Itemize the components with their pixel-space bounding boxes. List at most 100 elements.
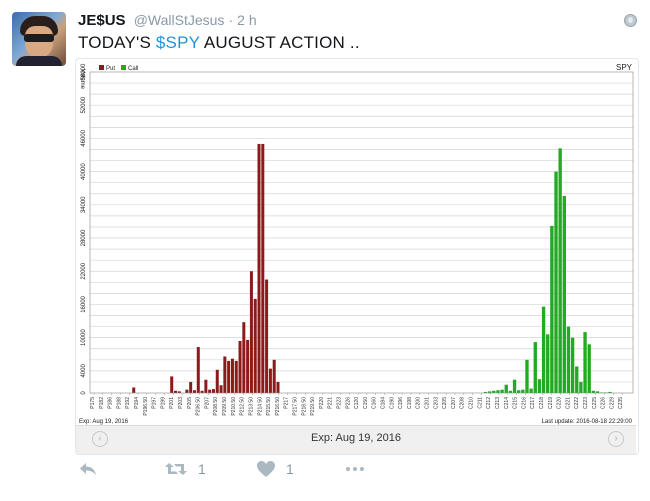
call-bar <box>591 390 596 393</box>
x-tick-label: P196.50 <box>143 397 149 416</box>
put-bar <box>192 390 196 393</box>
x-tick-label: P226 <box>345 397 351 409</box>
x-tick-label: P188 <box>116 397 122 409</box>
put-bar <box>211 389 215 393</box>
author-handle[interactable]: @WallStJesus <box>133 12 225 28</box>
call-bar <box>521 389 525 393</box>
x-tick-label: P201 <box>169 397 175 409</box>
x-tick-label: P213.50 <box>248 397 254 416</box>
x-tick-label: C212 <box>486 397 492 409</box>
put-bar <box>223 356 227 393</box>
avatar-face <box>25 26 53 58</box>
media-card[interactable]: 0 4000 10000 16000 22000 28000 34000 40000 46000… <box>75 58 639 455</box>
x-tick-label: P192 <box>125 397 131 409</box>
put-bar <box>238 340 242 393</box>
call-bar <box>587 344 591 393</box>
put-bar <box>268 368 272 393</box>
x-tick-label: P203 <box>178 397 184 409</box>
x-tick-label: P186 <box>108 397 114 409</box>
x-tick-label: C221 <box>565 397 571 409</box>
call-bar <box>525 359 529 393</box>
call-bar <box>508 390 513 393</box>
avatar-body <box>16 56 62 66</box>
like-button[interactable]: 1 <box>256 460 294 478</box>
put-bar <box>208 389 212 393</box>
expiry-navigation: ‹ Exp: Aug 19, 2016 › <box>76 425 636 454</box>
more-dots-icon <box>346 467 364 471</box>
globe-icon <box>624 14 637 27</box>
x-tick-label: C223 <box>583 397 589 409</box>
put-bar <box>249 271 253 393</box>
x-tick-label: C210 <box>469 397 475 409</box>
y-tick-label: 40000 <box>81 163 87 180</box>
retweet-button[interactable]: 1 <box>164 460 206 478</box>
put-bar <box>242 322 246 393</box>
x-tick-label: C225 <box>592 397 598 409</box>
plot-frame <box>89 71 634 394</box>
put-bar <box>257 143 261 393</box>
y-tick-label: 34000 <box>81 196 87 213</box>
x-tick-label: C201 <box>425 397 431 409</box>
y-tick-label: 10000 <box>81 329 87 346</box>
chevron-right-icon[interactable]: › <box>608 431 624 447</box>
put-bar <box>204 379 208 393</box>
x-tick-label: P223 <box>336 397 342 409</box>
call-bar <box>562 195 566 393</box>
like-count: 1 <box>286 461 294 477</box>
put-bar <box>234 360 238 393</box>
y-tick-label: 0 <box>81 391 87 395</box>
x-tick-label: C190 <box>389 397 395 409</box>
y-tick-label: 46000 <box>81 129 87 146</box>
x-tick-label: P210.50 <box>231 397 237 416</box>
x-tick-label: P197 <box>152 397 158 409</box>
call-bar <box>579 381 583 393</box>
x-tick-label: P217.50 <box>292 397 298 416</box>
call-bar <box>496 390 500 393</box>
x-tick-label: C203 <box>433 397 439 409</box>
x-tick-label: P205 <box>187 397 193 409</box>
x-tick-label: C205 <box>442 397 448 409</box>
x-tick-label: C200 <box>416 397 422 409</box>
put-bar <box>227 360 231 393</box>
put-bar <box>174 390 178 393</box>
author-avatar[interactable] <box>12 12 66 66</box>
chevron-left-icon[interactable]: ‹ <box>92 431 108 447</box>
heart-icon <box>257 461 275 477</box>
x-tick-label: C226 <box>601 397 607 409</box>
put-bar <box>230 358 234 393</box>
x-tick-label: P217 <box>284 397 290 409</box>
x-tick-label: C208 <box>460 397 466 409</box>
call-bar <box>483 391 488 393</box>
x-tick-label: P206.50 <box>196 397 202 416</box>
cashtag-link[interactable]: $SPY <box>155 33 200 52</box>
x-tick-label: C217 <box>530 397 536 409</box>
y-axis: 0 4000 10000 16000 22000 28000 34000 40000 46000… <box>81 63 87 395</box>
author-name[interactable]: JE$US <box>78 12 126 29</box>
expiry-label: Exp: Aug 19, 2016 <box>311 432 401 444</box>
put-bar <box>265 279 269 393</box>
put-bar <box>219 385 223 393</box>
x-tick-label: P175 <box>90 397 96 409</box>
x-tick-label: P207 <box>204 397 210 409</box>
x-tick-label: P209.50 <box>222 397 228 416</box>
x-tick-label: C120 <box>354 397 360 409</box>
retweet-icon <box>165 463 187 475</box>
chart-bars <box>132 143 612 393</box>
put-bar <box>196 347 200 393</box>
call-bar <box>566 326 571 393</box>
tweet-time[interactable]: · 2 h <box>228 12 257 28</box>
x-tick-label: C215 <box>513 397 519 409</box>
legend-call-label: Call <box>128 66 138 72</box>
call-bar <box>570 337 575 393</box>
x-tick-label: P221 <box>328 397 334 409</box>
more-options-button[interactable] <box>344 460 366 478</box>
put-bar <box>272 359 276 393</box>
reply-icon <box>80 463 96 475</box>
legend-put-swatch <box>99 65 104 70</box>
x-tick-label: C150 <box>363 397 369 409</box>
call-bar <box>537 379 542 393</box>
x-tick-label: P220 <box>319 397 325 409</box>
reply-button[interactable] <box>78 460 98 478</box>
y-tick-label: 28000 <box>81 229 87 246</box>
put-bar <box>177 391 181 393</box>
